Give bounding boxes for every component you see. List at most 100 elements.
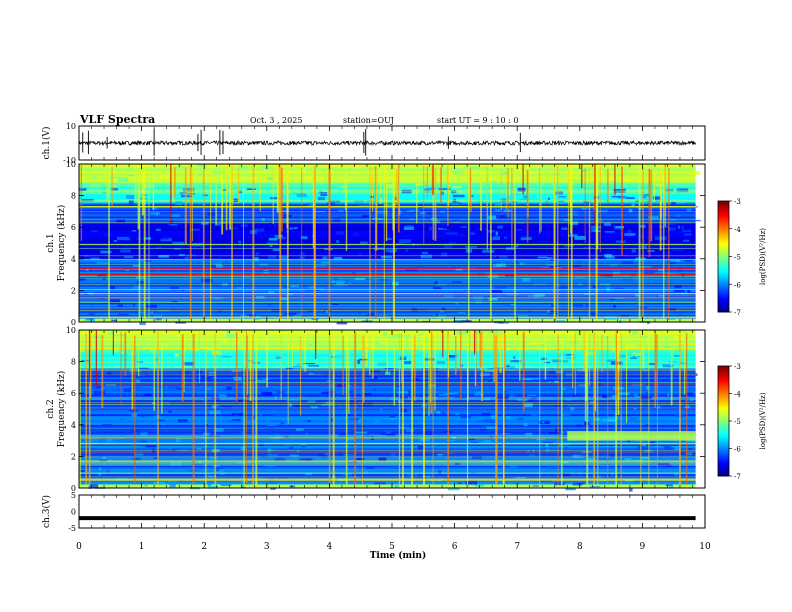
spectrogram-texture xyxy=(468,165,479,169)
spectrogram-texture xyxy=(118,418,126,420)
spectrogram-texture xyxy=(128,410,139,412)
colorbar-step xyxy=(718,433,729,437)
spectrogram-texture xyxy=(625,177,630,182)
spectrogram-texture xyxy=(308,365,320,367)
spectrogram-texture xyxy=(289,485,296,488)
colorbar-step xyxy=(718,278,729,281)
spectrogram-texture xyxy=(468,237,481,242)
spectrogram-texture xyxy=(555,370,563,374)
y-tick-label: 2 xyxy=(71,286,76,295)
colorbar-step xyxy=(718,419,729,422)
spectrogram-texture xyxy=(625,197,635,199)
spectrogram-texture xyxy=(545,443,549,447)
spectrogram-texture xyxy=(140,409,150,413)
colorbar-step xyxy=(718,271,729,274)
spectrogram-texture xyxy=(598,419,605,424)
spectrogram-texture xyxy=(170,214,180,217)
spectrogram-texture xyxy=(684,233,692,236)
spectrogram-texture xyxy=(549,257,556,261)
spectrogram-texture xyxy=(98,385,102,387)
spectrogram-texture xyxy=(469,195,474,198)
spectrogram-texture xyxy=(291,192,297,194)
spectrogram-texture xyxy=(602,394,608,398)
spectrogram-texture xyxy=(647,250,655,252)
spectrogram-texture xyxy=(438,394,448,396)
spectrogram-texture xyxy=(215,468,220,472)
spectrogram-texture xyxy=(405,249,409,252)
spectrogram-texture xyxy=(310,406,318,409)
spectrogram-row xyxy=(79,169,696,172)
spectrogram-texture xyxy=(446,357,456,361)
spectrogram-texture xyxy=(583,212,590,214)
spectrogram-texture xyxy=(591,228,598,233)
colorbar-step xyxy=(718,465,729,468)
spectrogram-texture xyxy=(460,415,471,419)
spectrogram-texture xyxy=(280,422,285,425)
spectrogram-texture xyxy=(102,277,106,280)
spectrogram-texture xyxy=(387,293,393,296)
spectrogram-texture xyxy=(250,372,259,376)
colorbar-step xyxy=(718,217,729,220)
spectrogram-texture xyxy=(565,398,572,401)
spectrogram-texture xyxy=(158,372,162,375)
spectrogram-texture xyxy=(611,195,622,198)
spectrogram-texture xyxy=(203,258,213,261)
spectrogram-row xyxy=(79,456,696,459)
spectrogram-texture xyxy=(647,321,650,325)
spectrogram-texture xyxy=(215,223,221,226)
x-tick-label: 1 xyxy=(139,542,145,552)
spectrogram-texture xyxy=(474,392,485,396)
spectrogram-texture xyxy=(346,476,359,479)
spectrogram-row xyxy=(79,424,696,427)
spectrogram-texture xyxy=(524,432,533,436)
spectrogram-texture xyxy=(236,398,245,402)
spectrogram-texture xyxy=(174,334,179,338)
spectrogram-texture xyxy=(126,194,135,199)
spectrogram-row xyxy=(79,480,696,484)
spectrogram-texture xyxy=(187,467,197,470)
spectrogram-texture xyxy=(124,256,134,258)
spectrogram-texture xyxy=(560,412,571,417)
spectrogram-texture xyxy=(384,368,395,373)
spectrogram-texture xyxy=(633,407,637,410)
spectrogram-texture xyxy=(420,422,423,424)
colorbar-step xyxy=(718,250,729,254)
spectrogram-texture xyxy=(666,317,675,320)
spectrogram-texture xyxy=(452,201,459,206)
spectrogram-texture xyxy=(438,188,451,190)
spectrogram-texture xyxy=(144,484,148,487)
spectrogram-texture xyxy=(266,233,274,237)
spectrogram-texture xyxy=(440,379,445,383)
spectrogram-texture xyxy=(628,208,633,213)
spectrogram-row xyxy=(79,207,696,211)
spectrogram-texture xyxy=(167,386,180,389)
spectrogram-texture xyxy=(79,469,85,472)
spectrogram-texture xyxy=(654,264,657,267)
spectrogram-texture xyxy=(177,379,184,383)
y-tick-label: 10 xyxy=(66,326,76,335)
colorbar-step xyxy=(718,206,729,209)
spectrogram-row xyxy=(79,400,696,403)
spectrogram-texture xyxy=(168,480,177,483)
spectrogram-texture xyxy=(137,361,143,363)
spectrogram-texture xyxy=(456,233,465,237)
spectrogram-row xyxy=(79,178,696,181)
spectrogram-row xyxy=(79,377,696,380)
spectrogram-texture xyxy=(309,343,313,345)
spectrogram-texture xyxy=(193,246,205,249)
spectrogram-texture xyxy=(494,286,507,289)
spectrogram-texture xyxy=(648,216,659,220)
colorbar-step xyxy=(718,228,729,231)
spectrogram-texture xyxy=(438,311,444,314)
colorbar-step xyxy=(718,466,729,470)
spectrogram-texture xyxy=(428,226,432,231)
spectrogram-texture xyxy=(470,346,477,350)
spectrogram-texture xyxy=(664,242,676,245)
spectrogram-row xyxy=(79,438,696,441)
spectrogram-row xyxy=(79,274,696,277)
spectrogram-texture xyxy=(120,249,131,253)
spectrogram-texture xyxy=(517,314,528,318)
spectrogram-texture xyxy=(576,369,586,372)
ch3-panel: 5 0 -5 ch.3(V) xyxy=(41,491,706,533)
